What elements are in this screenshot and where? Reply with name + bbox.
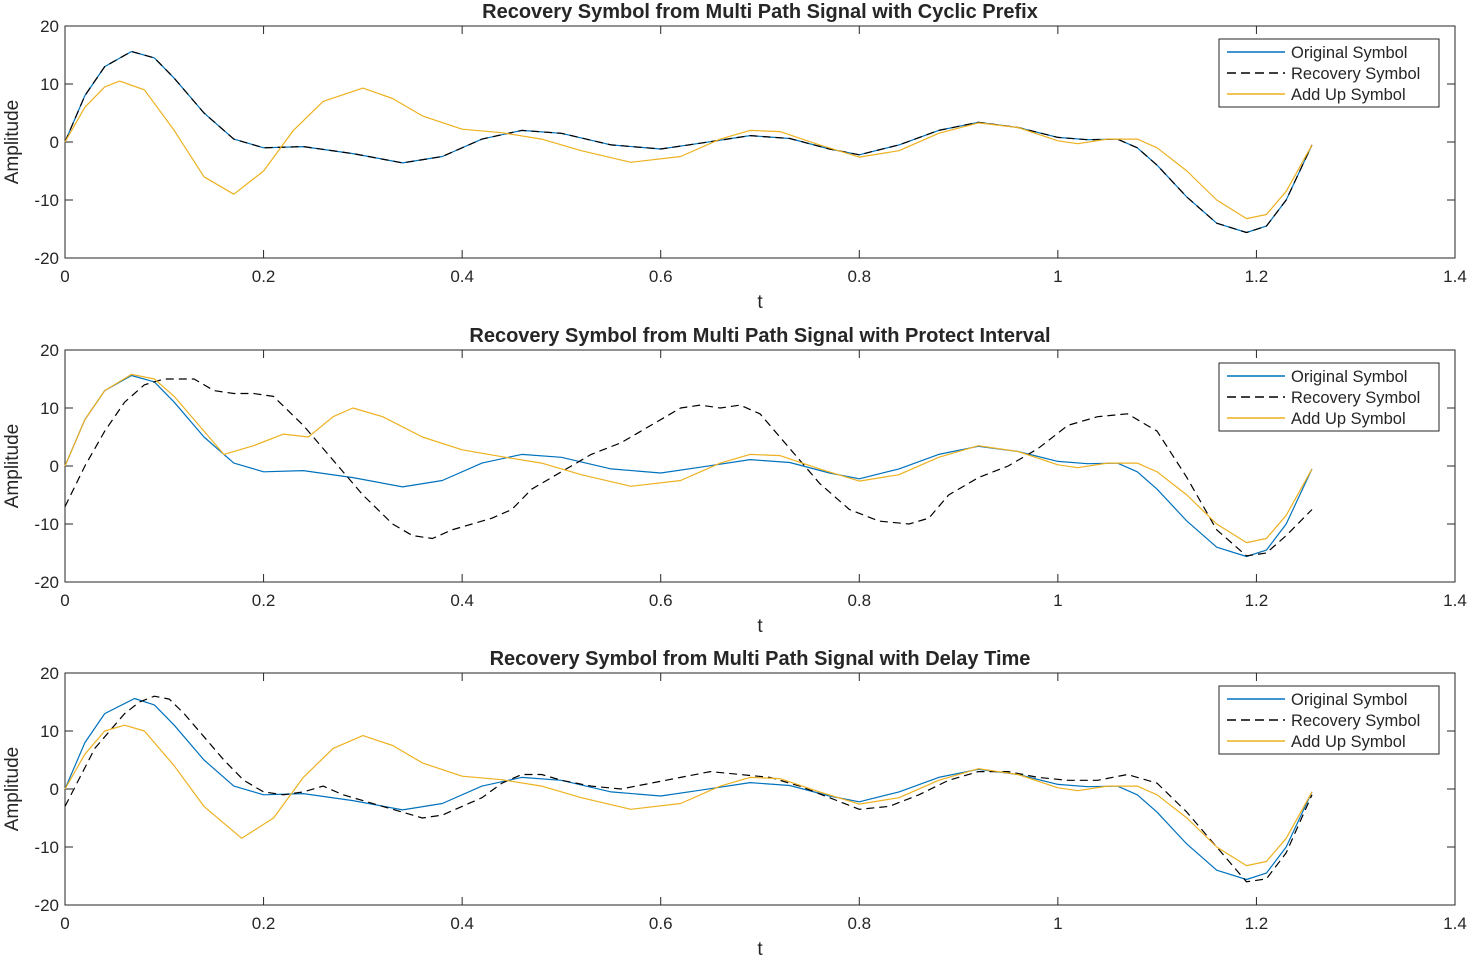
chart-title: Recovery Symbol from Multi Path Signal w… xyxy=(490,648,1031,670)
legend-label-2: Recovery Symbol xyxy=(1291,712,1420,730)
y-axis-label: Amplitude xyxy=(2,747,23,832)
x-tick-label: 0.4 xyxy=(450,591,474,610)
series-line-3 xyxy=(64,724,1313,867)
y-tick-label: -20 xyxy=(34,896,59,915)
legend-label-3: Add Up Symbol xyxy=(1291,86,1406,104)
y-tick-label: 20 xyxy=(40,17,59,36)
subplot-2: 0 0.2 0.4 0.6 0.8 1 1.2 1.4 -20 -10 0 10 20 Recovery … xyxy=(2,325,1467,637)
x-tick-label: 1.2 xyxy=(1245,914,1269,933)
y-axis-label: Amplitude xyxy=(2,100,23,185)
legend-label-3: Add Up Symbol xyxy=(1291,733,1406,751)
x-tick-label: 0.2 xyxy=(252,591,276,610)
x-tick-label: 0.8 xyxy=(847,591,871,610)
x-tick-label: 1 xyxy=(1053,914,1062,933)
legend-label-3: Add Up Symbol xyxy=(1291,410,1406,428)
y-tick-label: 10 xyxy=(40,722,59,741)
y-tick-label: -20 xyxy=(34,249,59,268)
y-tick-label: -10 xyxy=(34,838,59,857)
x-tick-label: 1.2 xyxy=(1245,267,1269,286)
y-tick-label: 0 xyxy=(50,780,59,799)
series-line-2 xyxy=(64,695,1313,883)
x-tick-label: 0 xyxy=(60,914,69,933)
x-tick-label: 0.6 xyxy=(649,914,673,933)
x-tick-label: 0.2 xyxy=(252,267,276,286)
x-tick-label: 0.4 xyxy=(450,267,474,286)
x-tick-label: 0.6 xyxy=(649,267,673,286)
y-tick-label: -20 xyxy=(34,573,59,592)
y-tick-label: 20 xyxy=(40,664,59,683)
y-tick-label: 10 xyxy=(40,399,59,418)
series-line-2 xyxy=(64,378,1313,557)
x-tick-label: 0 xyxy=(60,267,69,286)
legend-label-1: Original Symbol xyxy=(1291,691,1407,709)
x-tick-label: 1 xyxy=(1053,267,1062,286)
legend: Original Symbol Recovery Symbol Add Up Sym… xyxy=(1218,685,1440,755)
subplot-3: 0 0.2 0.4 0.6 0.8 1 1.2 1.4 -20 -10 0 10 20 Recovery … xyxy=(2,648,1467,959)
legend-label-2: Recovery Symbol xyxy=(1291,65,1420,83)
series-line-1 xyxy=(64,374,1313,558)
y-axis-label: Amplitude xyxy=(2,424,23,509)
x-tick-label: 0.2 xyxy=(252,914,276,933)
y-tick-label: -10 xyxy=(34,191,59,210)
y-tick-label: 20 xyxy=(40,341,59,360)
series-line-3 xyxy=(64,80,1313,220)
chart-title: Recovery Symbol from Multi Path Signal w… xyxy=(482,1,1038,23)
x-axis-label: t xyxy=(757,939,763,959)
series-line-3 xyxy=(64,373,1313,544)
chart-title: Recovery Symbol from Multi Path Signal w… xyxy=(469,325,1050,347)
y-tick-label: 0 xyxy=(50,133,59,152)
y-tick-label: 10 xyxy=(40,75,59,94)
legend-label-2: Recovery Symbol xyxy=(1291,389,1420,407)
x-axis-label: t xyxy=(757,292,763,313)
x-tick-label: 0 xyxy=(60,591,69,610)
x-tick-label: 1.4 xyxy=(1443,914,1467,933)
x-axis-label: t xyxy=(757,616,763,637)
subplot-1: 0 0.2 0.4 0.6 0.8 1 1.2 1.4 -20 -10 0 10 20 Recovery … xyxy=(2,1,1467,313)
x-tick-label: 1.2 xyxy=(1245,591,1269,610)
y-tick-label: -10 xyxy=(34,515,59,534)
x-tick-label: 1.4 xyxy=(1443,267,1467,286)
x-tick-label: 0.8 xyxy=(847,914,871,933)
x-tick-label: 0.6 xyxy=(649,591,673,610)
y-tick-label: 0 xyxy=(50,457,59,476)
x-tick-label: 0.4 xyxy=(450,914,474,933)
legend: Original Symbol Recovery Symbol Add Up Sym… xyxy=(1218,38,1440,108)
x-tick-label: 1 xyxy=(1053,591,1062,610)
legend-label-1: Original Symbol xyxy=(1291,44,1407,62)
x-tick-label: 0.8 xyxy=(847,267,871,286)
series-line-2 xyxy=(64,50,1313,234)
x-tick-label: 1.4 xyxy=(1443,591,1467,610)
legend-label-1: Original Symbol xyxy=(1291,368,1407,386)
series-line-1 xyxy=(64,697,1313,881)
legend: Original Symbol Recovery Symbol Add Up Sym… xyxy=(1218,362,1440,432)
